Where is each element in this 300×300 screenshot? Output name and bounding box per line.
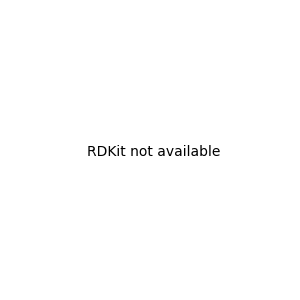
Text: RDKit not available: RDKit not available [87,145,220,158]
